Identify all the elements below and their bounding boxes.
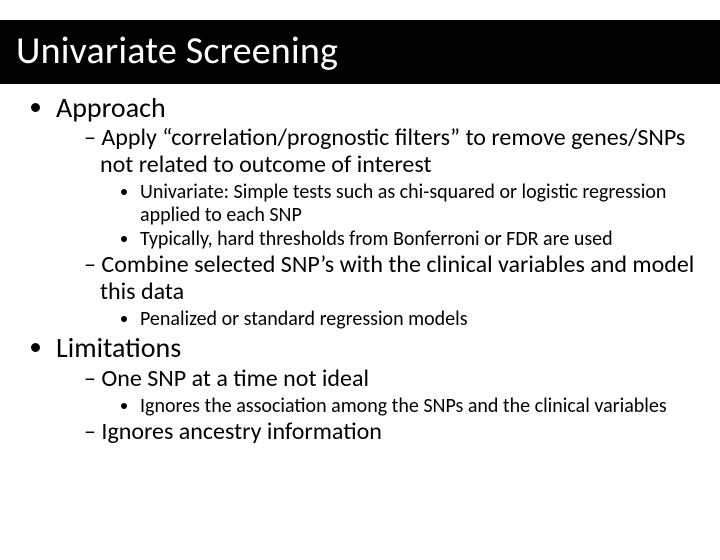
slide-body: Approach Apply “correlation/prognostic f… — [0, 88, 720, 446]
bullet-approach-sub1-text: Apply “correlation/prognostic filters” t… — [100, 123, 685, 179]
bullet-approach-sub2-subsub1: Penalized or standard regression models — [140, 308, 700, 330]
slide: Univariate Screening Approach Apply “cor… — [0, 20, 720, 560]
bullet-list: Approach Apply “correlation/prognostic f… — [20, 92, 700, 446]
bullet-limitations-sub2-text: Ignores ancestry information — [101, 417, 381, 446]
bullet-limitations-label: Limitations — [56, 330, 181, 365]
bullet-approach-label: Approach — [56, 90, 166, 125]
bullet-approach-sub2: Combine selected SNP’s with the clinical… — [84, 252, 700, 330]
bullet-approach-sub1-subsub1: Univariate: Simple tests such as chi-squ… — [140, 181, 700, 226]
bullet-approach-sub2-text: Combine selected SNP’s with the clinical… — [100, 250, 694, 306]
bullet-limitations-sub1: One SNP at a time not ideal Ignores the … — [84, 366, 700, 417]
title-bar: Univariate Screening — [0, 20, 720, 84]
bullet-approach-sub1: Apply “correlation/prognostic filters” t… — [84, 125, 700, 250]
bullet-limitations-sub2: Ignores ancestry information — [84, 419, 700, 446]
bullet-limitations-sub1-text: One SNP at a time not ideal — [101, 364, 369, 393]
bullet-approach: Approach Apply “correlation/prognostic f… — [56, 92, 700, 330]
bullet-limitations: Limitations One SNP at a time not ideal … — [56, 332, 700, 446]
bullet-approach-sub1-subsub2: Typically, hard thresholds from Bonferro… — [140, 228, 700, 250]
slide-title: Univariate Screening — [16, 28, 704, 74]
bullet-limitations-sub1-subsub1: Ignores the association among the SNPs a… — [140, 395, 700, 417]
